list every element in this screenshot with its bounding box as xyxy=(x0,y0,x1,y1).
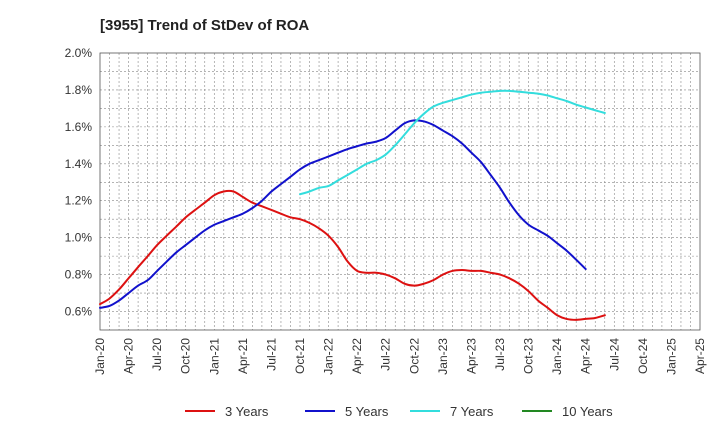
legend-label-5-years: 5 Years xyxy=(345,404,389,419)
grid-layer xyxy=(100,53,700,330)
x-tick-label: Jan-23 xyxy=(436,338,450,375)
x-tick-label: Jan-24 xyxy=(550,338,564,375)
x-tick-label: Oct-21 xyxy=(293,338,307,374)
y-tick-label: 1.4% xyxy=(65,157,93,171)
x-tick-label: Jan-22 xyxy=(322,338,336,375)
plot-frame xyxy=(99,52,701,331)
legend: 3 Years 5 Years 7 Years 10 Years xyxy=(185,404,613,419)
x-tick-label: Oct-22 xyxy=(407,338,421,374)
x-tick-label: Jan-20 xyxy=(93,338,107,375)
y-tick-label: 0.8% xyxy=(65,268,93,282)
series-layer xyxy=(99,89,606,321)
x-tick-label: Jan-25 xyxy=(664,338,678,375)
legend-label-10-years: 10 Years xyxy=(562,404,613,419)
x-tick-label: Apr-24 xyxy=(579,338,593,374)
x-tick-label: Jul-21 xyxy=(264,338,278,371)
x-tick-label: Oct-24 xyxy=(636,338,650,374)
x-tick-label: Jul-22 xyxy=(379,338,393,371)
y-tick-label: 0.6% xyxy=(65,305,93,319)
x-tick-label: Oct-20 xyxy=(179,338,193,374)
y-tick-label: 1.0% xyxy=(65,231,93,245)
y-tick-label: 2.0% xyxy=(65,46,93,60)
y-tick-label: 1.8% xyxy=(65,83,93,97)
x-tick-label: Apr-22 xyxy=(350,338,364,374)
y-axis-ticks: 0.6% 0.8% 1.0% 1.2% 1.4% 1.6% 1.8% 2.0% xyxy=(65,46,93,319)
x-tick-label: Apr-25 xyxy=(693,338,707,374)
chart-title: [3955] Trend of StDev of ROA xyxy=(100,17,309,34)
y-tick-label: 1.6% xyxy=(65,120,93,134)
x-tick-label: Jul-24 xyxy=(607,338,621,371)
x-tick-label: Apr-21 xyxy=(236,338,250,374)
x-tick-label: Jul-23 xyxy=(493,338,507,371)
series-line-3-years xyxy=(99,189,606,321)
x-axis-ticks: Jan-20 Apr-20 Jul-20 Oct-20 Jan-21 Apr-21 Jul-… xyxy=(93,338,707,375)
x-tick-label: Apr-20 xyxy=(122,338,136,374)
x-tick-label: Jul-20 xyxy=(150,338,164,371)
legend-label-7-years: 7 Years xyxy=(450,404,494,419)
series-line-5-years xyxy=(99,119,587,309)
x-tick-label: Apr-23 xyxy=(464,338,478,374)
x-tick-label: Oct-23 xyxy=(522,338,536,374)
y-tick-label: 1.2% xyxy=(65,194,93,208)
legend-label-3-years: 3 Years xyxy=(225,404,269,419)
x-tick-label: Jan-21 xyxy=(207,338,221,375)
series-line-7-years xyxy=(299,89,606,196)
